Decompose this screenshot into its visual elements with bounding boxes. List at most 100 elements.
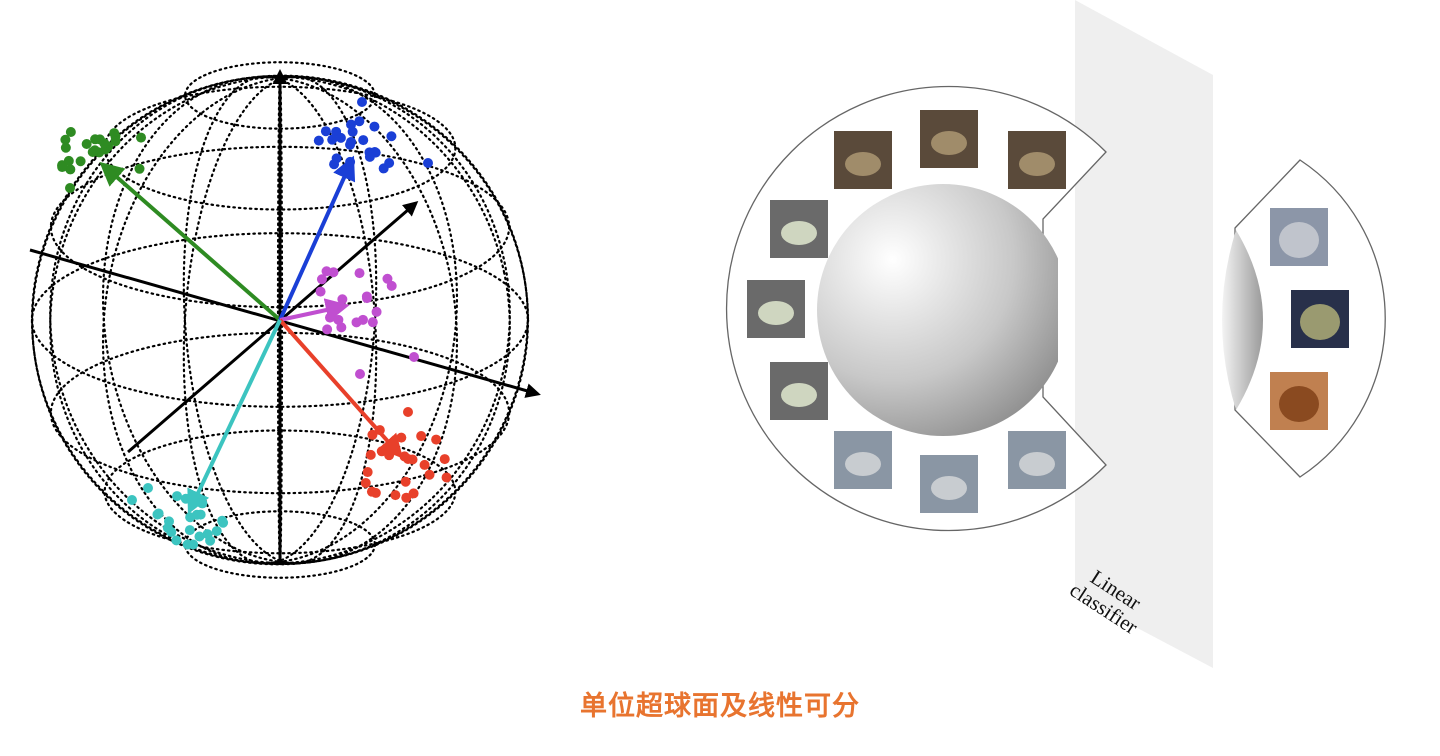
red-data-point <box>390 490 401 501</box>
blue-data-point <box>386 131 397 142</box>
red-data-point <box>439 454 450 465</box>
red-data-point <box>403 407 413 417</box>
cyan-data-point <box>171 535 182 546</box>
longitude-line <box>31 74 529 566</box>
blue-data-point <box>335 132 346 143</box>
blue-data-point <box>345 156 356 167</box>
red-data-point <box>407 454 418 465</box>
car-thumbnail-subject <box>781 383 817 407</box>
blue-data-point <box>358 135 369 146</box>
cyan-data-point <box>217 515 228 526</box>
red-data-point <box>424 469 435 480</box>
cyan-data-point <box>172 491 183 502</box>
cat-thumbnail-subject <box>1279 222 1319 258</box>
red-data-point <box>360 477 371 488</box>
class-point-clusters <box>57 97 452 550</box>
cyan-data-point <box>197 498 208 509</box>
red-data-point <box>384 450 395 461</box>
red-data-point <box>416 431 427 442</box>
red-data-point <box>408 488 419 499</box>
magenta-data-point <box>371 306 382 317</box>
blue-data-point <box>327 134 338 145</box>
cyan-class-vector <box>187 319 282 515</box>
cat-thumbnail-subject <box>1279 386 1319 422</box>
green-data-point <box>60 142 71 153</box>
magenta-data-point <box>367 317 378 328</box>
red-data-point <box>374 425 385 436</box>
magenta-data-point <box>361 293 372 304</box>
red-data-point <box>400 476 411 487</box>
longitude-line <box>49 75 511 565</box>
green-data-point <box>63 155 74 166</box>
sphere-cap-lens <box>1222 230 1263 410</box>
magenta-data-point <box>382 273 393 284</box>
red-data-point <box>399 451 410 462</box>
linear-classifier-plane <box>1075 0 1213 668</box>
green-data-point <box>65 183 75 193</box>
cyan-data-point <box>184 525 195 536</box>
airplane-thumbnail-subject <box>845 452 881 476</box>
cyan-data-point <box>211 526 222 537</box>
green-data-point <box>57 162 68 173</box>
green-data-point <box>87 147 98 158</box>
magenta-class-vector <box>279 298 350 322</box>
magenta-data-point <box>409 352 419 362</box>
red-data-point <box>362 467 373 478</box>
cyan-data-point <box>182 539 193 550</box>
dotted-unit-sphere <box>30 61 530 579</box>
cat-thumbnail-subject <box>1300 304 1340 340</box>
magenta-data-point <box>325 312 336 323</box>
green-data-point <box>136 132 147 143</box>
blue-data-point <box>320 126 331 137</box>
longitude-line <box>49 75 511 565</box>
blue-data-point <box>369 121 380 132</box>
blue-data-point <box>346 136 357 147</box>
image-thumbnails <box>747 110 1349 513</box>
blue-data-point <box>364 151 375 162</box>
longitude-line <box>101 76 459 564</box>
cyan-data-point <box>202 529 213 540</box>
blue-data-point <box>331 153 342 164</box>
magenta-data-point <box>337 294 348 305</box>
blue-data-point <box>357 97 367 107</box>
dog-thumbnail-subject <box>845 152 881 176</box>
blue-data-point <box>384 158 395 169</box>
unit-hypersphere <box>817 184 1058 436</box>
magenta-data-point <box>354 268 365 279</box>
magenta-data-point <box>336 322 347 333</box>
red-data-point <box>419 459 430 470</box>
magenta-data-point <box>321 266 332 277</box>
magenta-data-point <box>333 314 344 325</box>
red-data-point <box>431 434 442 445</box>
cyan-data-point <box>166 526 177 537</box>
cyan-data-point <box>152 509 163 520</box>
blue-data-point <box>354 116 365 127</box>
blue-class-vector <box>278 155 356 321</box>
figure-caption: 单位超球面及线性可分 <box>580 691 860 722</box>
green-data-point <box>110 136 121 147</box>
red-data-point <box>367 429 378 440</box>
axis-y <box>127 201 419 454</box>
red-data-point <box>376 446 387 457</box>
green-data-point <box>60 134 71 145</box>
class-vectors <box>99 155 404 515</box>
cyan-data-point <box>191 509 202 520</box>
magenta-data-point <box>322 324 333 335</box>
blue-data-point <box>346 119 357 130</box>
magenta-data-point <box>355 369 365 379</box>
cyan-data-point <box>194 531 205 542</box>
magenta-data-point <box>316 274 327 285</box>
red-data-point <box>370 487 381 498</box>
car-thumbnail-subject <box>758 301 794 325</box>
car-thumbnail-subject <box>781 221 817 245</box>
red-data-point <box>396 432 407 443</box>
magenta-data-point <box>315 286 326 297</box>
cyan-data-point <box>180 493 191 504</box>
airplane-thumbnail-subject <box>931 476 967 500</box>
green-data-point <box>75 156 86 167</box>
dog-thumbnail-subject <box>931 131 967 155</box>
green-data-point <box>65 127 76 138</box>
airplane-thumbnail-subject <box>1019 452 1055 476</box>
dog-thumbnail-subject <box>1019 152 1055 176</box>
